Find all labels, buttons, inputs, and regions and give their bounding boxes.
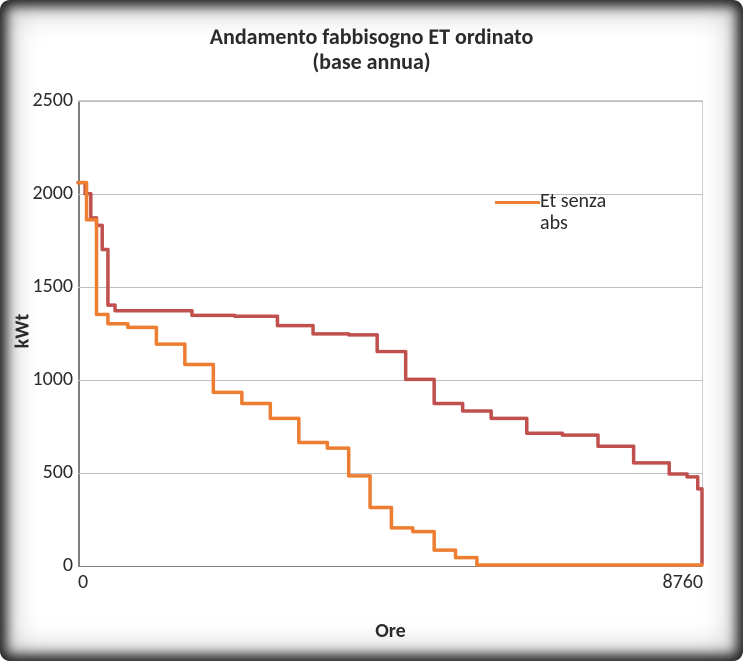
y-tick-label: 2500 xyxy=(13,88,73,112)
y-tick-label: 1000 xyxy=(13,367,73,391)
chart-title-line2: (base annua) xyxy=(0,49,743,74)
chart-title: Andamento fabbisogno ET ordinato (base a… xyxy=(0,24,743,75)
plot-area xyxy=(78,100,703,565)
chart-title-line1: Andamento fabbisogno ET ordinato xyxy=(0,24,743,49)
series-et-senza-abs xyxy=(78,183,702,565)
x-tick-label: 8760 xyxy=(662,570,703,594)
y-tick-label: 500 xyxy=(13,460,73,484)
legend-label-line1: Et senza xyxy=(540,190,606,212)
chart-frame: Andamento fabbisogno ET ordinato (base a… xyxy=(0,0,743,661)
y-axis-label-text: kWt xyxy=(10,313,34,348)
y-tick-label: 0 xyxy=(13,553,73,577)
x-axis-label: Ore xyxy=(78,619,703,643)
series-svg xyxy=(78,101,702,565)
y-tick-label: 1500 xyxy=(13,274,73,298)
x-tick-label: 0 xyxy=(78,570,88,594)
legend-label-line2: abs xyxy=(540,212,606,234)
y-tick-label: 2000 xyxy=(13,181,73,205)
legend-swatch-line xyxy=(495,201,540,204)
legend: Et senza abs xyxy=(540,190,606,234)
